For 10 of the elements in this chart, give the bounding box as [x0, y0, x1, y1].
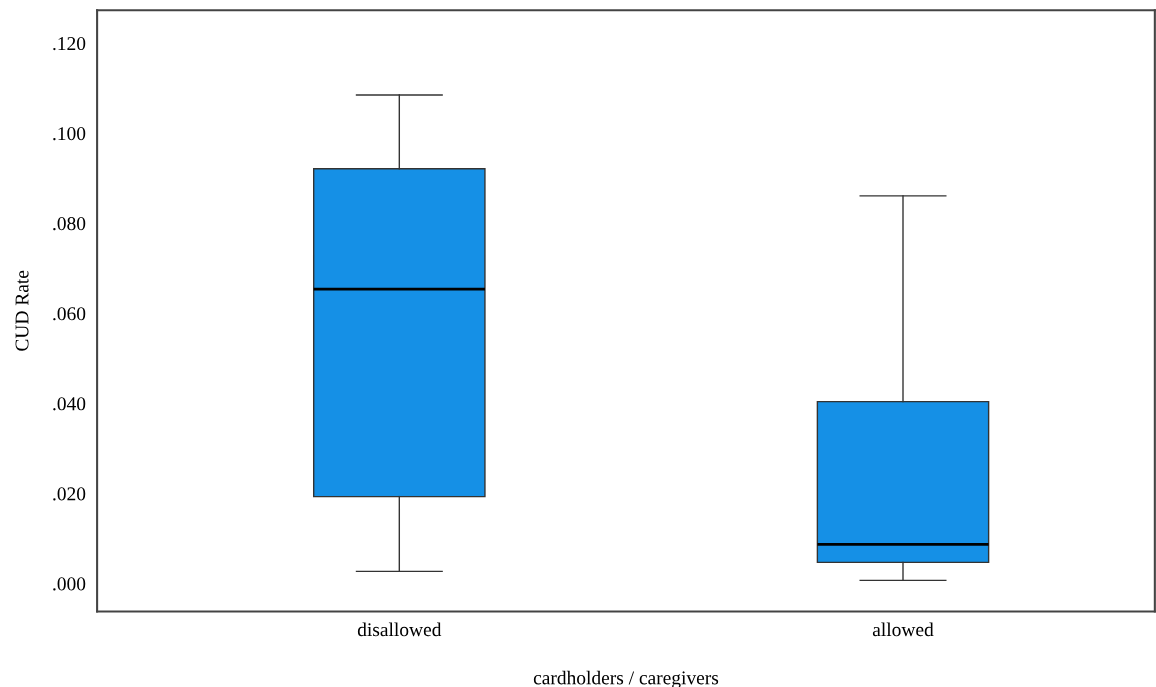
- y-tick-label: .020: [53, 487, 86, 501]
- y-tick-label: .040: [53, 397, 86, 411]
- y-tick-label: .100: [53, 127, 86, 141]
- y-tick-label: .080: [53, 217, 86, 231]
- x-tick-label: disallowed: [357, 622, 442, 637]
- x-tick-label: allowed: [872, 622, 934, 637]
- y-tick-label: .000: [53, 577, 86, 591]
- y-axis-title: CUD Rate: [15, 270, 29, 351]
- y-tick-label: .060: [53, 307, 86, 321]
- y-tick-label: .120: [53, 36, 86, 51]
